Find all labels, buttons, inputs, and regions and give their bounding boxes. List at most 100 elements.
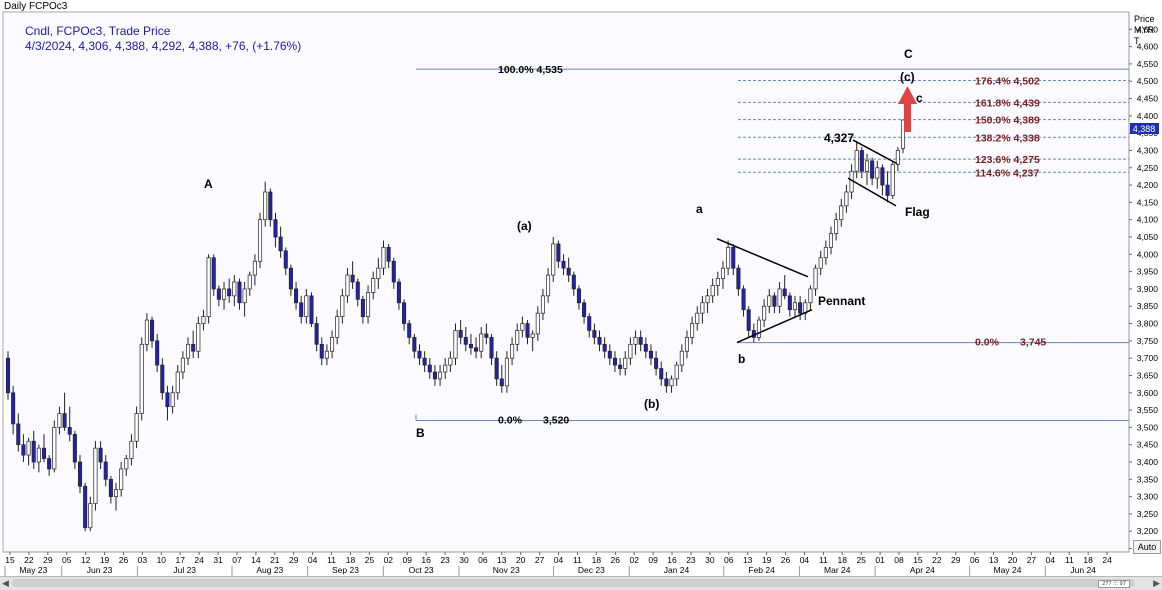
candle-body xyxy=(232,281,237,297)
candle-body xyxy=(782,288,787,297)
candle-body xyxy=(484,333,489,338)
month-label: Aug 23 xyxy=(256,565,283,575)
candle-body xyxy=(77,461,83,487)
candle-body xyxy=(26,440,31,456)
candle-body xyxy=(885,184,890,196)
candle-body xyxy=(659,368,664,380)
price-tick-label: 3,850 xyxy=(1137,301,1159,311)
day-tick-label: 12 xyxy=(81,555,91,565)
candle-body xyxy=(726,247,731,269)
candle-body xyxy=(489,337,494,359)
wave-label-a: a xyxy=(696,202,703,216)
fib-extension-label: 114.6% 4,237 xyxy=(975,167,1039,179)
scroll-left-icon[interactable]: ◀ xyxy=(2,578,9,588)
price-tick-label: 4,450 xyxy=(1137,94,1159,104)
candle-body xyxy=(278,236,283,252)
candle-body xyxy=(412,337,417,352)
candle-body xyxy=(900,119,906,149)
candle-body xyxy=(880,167,885,186)
candle-body xyxy=(443,364,448,373)
price-callout-4327: 4,327 xyxy=(824,131,854,145)
candle-body xyxy=(695,312,700,324)
candle-body xyxy=(762,305,767,321)
auto-scale-button[interactable]: Auto xyxy=(1133,540,1161,554)
day-tick-label: 10 xyxy=(157,555,167,565)
flag-upper-line xyxy=(852,139,898,165)
candle-body xyxy=(669,378,674,387)
plot-area xyxy=(2,11,1130,553)
pattern-label-pennant: Pennant xyxy=(818,294,865,308)
scroll-right-icon[interactable]: ▶ xyxy=(1153,578,1160,588)
flag-lower-line xyxy=(847,177,897,207)
candle-body xyxy=(83,485,88,529)
candle-body xyxy=(88,503,93,529)
candle-body xyxy=(139,343,144,414)
candle-body xyxy=(144,319,149,345)
day-tick-label: 13 xyxy=(989,555,999,565)
day-tick-label: 06 xyxy=(724,555,734,565)
time-axis[interactable]: 15 22 29 05 12 19 26 03 10 17 24 31 07 14 21 29 04 11 18 25… xyxy=(3,551,1129,576)
candle-body xyxy=(839,205,844,221)
scrollbar-thumb[interactable]: 277 ⁝⁝⁝ 97 xyxy=(12,579,1134,588)
month-label: Nov 23 xyxy=(493,565,520,575)
candle-body xyxy=(98,447,103,463)
candle-body xyxy=(170,392,175,407)
price-axis[interactable]: 3,1503,2003,2503,3003,3503,4003,4503,500… xyxy=(1128,12,1159,554)
candle-body xyxy=(165,392,170,407)
day-tick-label: 04 xyxy=(800,555,810,565)
candle-body xyxy=(108,478,113,497)
day-tick-label: 08 xyxy=(894,555,904,565)
day-tick-label: 11 xyxy=(327,555,336,565)
price-tick-label: 3,900 xyxy=(1137,284,1159,294)
month-label: Feb 24 xyxy=(748,565,775,575)
candle-body xyxy=(612,357,617,366)
day-tick-label: 23 xyxy=(440,555,450,565)
candle-body xyxy=(530,333,535,338)
candle-body xyxy=(355,281,360,300)
candle-body xyxy=(180,357,185,373)
day-tick-label: 14 xyxy=(251,555,261,565)
candle-body xyxy=(350,274,355,283)
horizontal-scrollbar[interactable]: ◀ 277 ⁝⁝⁝ 97 ▶ xyxy=(0,576,1162,590)
wave-label-A: A xyxy=(204,177,213,191)
price-tick-label: 4,650 xyxy=(1137,24,1159,34)
price-tick-label: 4,150 xyxy=(1137,197,1159,207)
candle-body xyxy=(324,350,329,359)
candle-body xyxy=(252,260,257,276)
day-tick-label: 17 xyxy=(176,555,186,565)
day-tick-label: 26 xyxy=(781,555,791,565)
candle-body xyxy=(335,316,340,338)
day-tick-label: 09 xyxy=(648,555,658,565)
wave-label-B: B xyxy=(416,426,425,440)
candle-body xyxy=(119,468,124,491)
fib-extension-label: 161.8% 4,439 xyxy=(975,97,1040,109)
day-tick-label: 16 xyxy=(421,555,431,565)
day-tick-label: 16 xyxy=(667,555,677,565)
candle-body xyxy=(263,191,268,221)
wave-label-c-paren: (c) xyxy=(900,70,915,84)
day-tick-label: 06 xyxy=(970,555,980,565)
candle-body xyxy=(741,288,746,311)
price-tick-label: 4,100 xyxy=(1137,215,1159,225)
candle-body xyxy=(237,281,242,304)
price-tick-label: 3,300 xyxy=(1137,492,1159,502)
target-arrow-icon xyxy=(898,86,917,132)
candle-body xyxy=(371,278,376,293)
day-tick-label: 19 xyxy=(762,555,772,565)
candle-body xyxy=(242,288,247,304)
scrollbar-grip[interactable]: 277 ⁝⁝⁝ 97 xyxy=(1098,580,1130,588)
day-tick-label: 13 xyxy=(743,555,753,565)
price-tick-label: 3,500 xyxy=(1137,422,1159,432)
fib-extension-0-label: 0.0% xyxy=(975,337,1000,349)
price-tick-label: 4,300 xyxy=(1137,145,1159,155)
candle-body xyxy=(453,330,458,359)
candle-body xyxy=(618,364,623,369)
month-label: Jul 23 xyxy=(173,565,196,575)
day-tick-label: 26 xyxy=(119,555,129,565)
candle-body xyxy=(222,288,227,300)
day-tick-label: 24 xyxy=(1102,555,1112,565)
price-tick-label: 4,550 xyxy=(1137,59,1159,69)
pennant-lower-line xyxy=(736,309,813,344)
price-tick-label: 3,950 xyxy=(1137,267,1159,277)
